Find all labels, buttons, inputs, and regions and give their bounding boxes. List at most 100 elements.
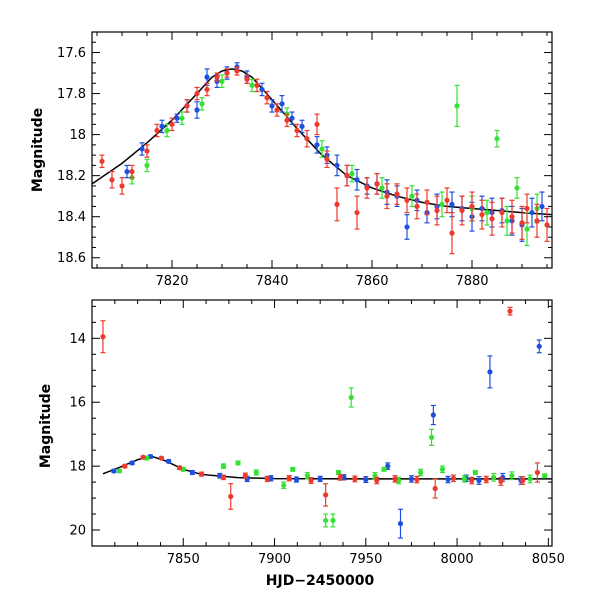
bottom-data-point — [536, 343, 542, 349]
bottom-data-point — [228, 493, 234, 500]
top-data-point — [204, 74, 210, 80]
top-data-point — [544, 222, 550, 228]
bottom-y-axis-label: Magnitude — [38, 384, 54, 468]
bottom-data-point — [158, 455, 164, 461]
top-data-point — [234, 68, 240, 74]
bottom-panel: 7850 7900 7950 8000 8050 14 16 18 20 — [69, 299, 565, 567]
bottom-data-point — [100, 334, 106, 340]
bottom-data-point — [304, 473, 310, 479]
top-data-point — [449, 230, 455, 236]
bottom-data-point — [490, 474, 497, 480]
top-data-point — [354, 177, 360, 183]
bottom-data-point — [281, 482, 287, 488]
bottom-data-point — [111, 468, 117, 474]
top-y-tick-label: 18.2 — [57, 169, 86, 184]
top-series-2 — [99, 66, 550, 255]
bottom-data-point — [286, 475, 292, 481]
top-x-tick-label: 7820 — [155, 274, 188, 289]
bottom-data-point — [253, 469, 259, 476]
bottom-data-point — [397, 521, 404, 527]
top-data-point — [129, 168, 135, 175]
top-data-point — [169, 121, 175, 127]
top-data-point — [219, 78, 225, 84]
bottom-series-1 — [116, 387, 548, 528]
top-data-point — [194, 90, 200, 97]
top-panel: 7820 7840 7860 7880 17.6 17.8 18 18.2 18.4 18.6 — [57, 31, 553, 289]
top-data-point — [184, 103, 190, 109]
top-data-point — [344, 173, 350, 179]
bottom-data-point — [116, 468, 122, 474]
top-data-point — [214, 74, 220, 80]
top-data-point — [279, 101, 285, 107]
top-y-axis-label: Magnitude — [30, 108, 46, 192]
bottom-data-point — [450, 475, 457, 481]
top-data-point — [199, 101, 205, 107]
top-data-point — [414, 203, 420, 210]
top-data-point — [494, 136, 500, 142]
top-data-point — [529, 209, 535, 216]
top-data-point — [174, 115, 180, 121]
top-data-point — [374, 181, 380, 187]
top-data-point — [289, 115, 295, 121]
bottom-data-point — [417, 469, 424, 476]
bottom-data-point — [348, 394, 354, 401]
bottom-data-point — [432, 485, 438, 492]
top-data-point — [304, 136, 310, 142]
bottom-data-point — [220, 474, 227, 480]
top-data-point — [99, 158, 105, 164]
bottom-data-point — [363, 476, 369, 483]
top-data-point — [319, 146, 325, 152]
top-x-tick-label: 7880 — [455, 274, 488, 289]
bottom-data-point — [220, 463, 227, 469]
top-data-point — [119, 183, 125, 189]
top-y-tick-label: 17.8 — [57, 87, 86, 102]
top-data-point — [274, 107, 280, 113]
top-data-point — [524, 205, 530, 212]
bottom-data-point — [408, 476, 415, 482]
bottom-plot-area — [100, 306, 552, 539]
bottom-data-point — [177, 465, 183, 471]
top-data-point — [489, 216, 495, 222]
top-data-point — [459, 207, 465, 214]
bottom-y-tick-label: 20 — [69, 524, 86, 539]
bottom-x-tick-label: 8050 — [532, 552, 565, 567]
top-data-point — [334, 201, 340, 207]
bottom-data-point — [430, 412, 436, 418]
top-data-point — [109, 177, 115, 183]
top-data-point — [519, 220, 525, 226]
bottom-data-point — [293, 476, 300, 483]
bottom-x-tick-label: 8000 — [441, 552, 474, 567]
top-data-point — [384, 193, 390, 199]
top-data-point — [249, 82, 255, 88]
bottom-data-point — [337, 474, 343, 480]
top-data-point — [409, 193, 415, 199]
bottom-data-point — [122, 463, 128, 469]
top-data-point — [124, 168, 130, 175]
top-data-point — [444, 197, 450, 203]
bottom-x-tick-label: 7950 — [349, 552, 382, 567]
top-data-point — [194, 107, 200, 113]
top-data-point — [144, 162, 150, 168]
bottom-data-point — [509, 473, 515, 479]
top-data-point — [354, 209, 360, 216]
top-data-point — [394, 191, 400, 197]
bottom-data-point — [374, 477, 380, 484]
top-plot-area — [92, 62, 552, 255]
top-data-point — [449, 201, 455, 207]
top-data-point — [299, 123, 305, 129]
top-data-point — [154, 127, 160, 134]
bottom-x-tick-label: 7850 — [167, 552, 200, 567]
top-data-point — [259, 86, 265, 93]
top-data-point — [314, 121, 320, 127]
bottom-data-point — [520, 477, 526, 484]
top-data-point — [204, 86, 210, 93]
bottom-data-point — [487, 369, 493, 375]
top-data-point — [264, 95, 270, 101]
bottom-data-point — [235, 460, 241, 466]
bottom-data-point — [439, 466, 446, 472]
bottom-series-0 — [111, 339, 542, 539]
bottom-data-point — [290, 466, 296, 472]
bottom-data-point — [476, 477, 482, 484]
top-data-point — [224, 70, 230, 76]
top-data-point — [404, 197, 410, 203]
